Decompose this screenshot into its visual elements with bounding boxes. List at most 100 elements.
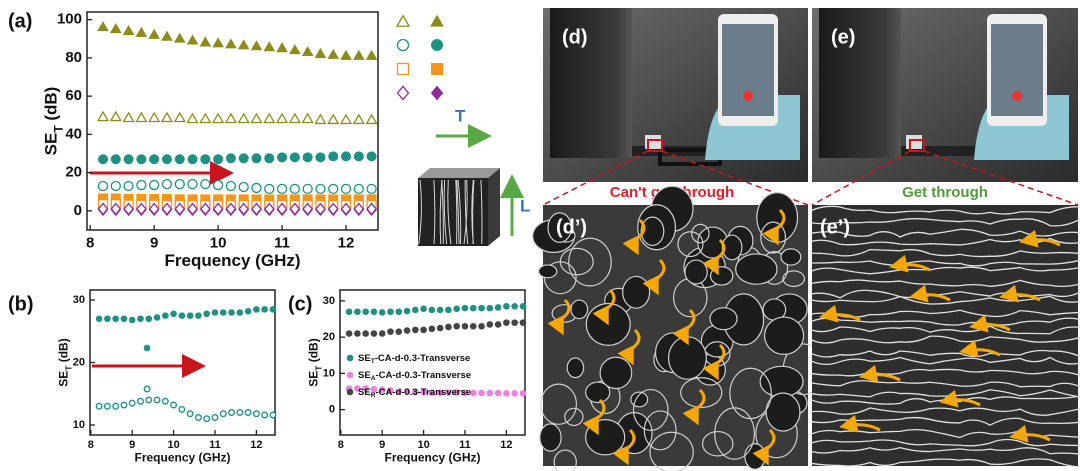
legend-label-part: -CA-d-0.3-Transverse [375, 353, 471, 364]
marker [251, 202, 262, 216]
marker [137, 397, 144, 405]
marker [461, 322, 469, 330]
marker [153, 396, 161, 404]
marker [203, 310, 211, 318]
marker [519, 319, 527, 326]
marker [288, 112, 301, 124]
marker [354, 385, 361, 392]
marker [110, 180, 121, 192]
panel-label: (d) [562, 26, 588, 48]
marker [186, 312, 194, 319]
marker [160, 111, 174, 123]
marker [264, 153, 275, 164]
marker [145, 315, 153, 323]
marker [211, 414, 219, 421]
marker [219, 309, 227, 316]
marker [412, 326, 419, 334]
marker [161, 397, 169, 405]
panel-label: (c) [288, 293, 312, 315]
marker [95, 402, 103, 410]
marker [128, 399, 136, 407]
marker [387, 328, 394, 335]
marker [236, 409, 244, 416]
marker [238, 153, 249, 164]
marker [120, 315, 128, 323]
marker [403, 307, 411, 315]
marker [238, 202, 250, 216]
marker [186, 410, 194, 418]
marker [453, 305, 461, 313]
marker [112, 402, 120, 410]
x-tick-label: 10 [167, 439, 179, 451]
marker [362, 385, 369, 392]
y-tick-label: 10 [323, 367, 335, 379]
photo-e: (e) [812, 8, 1078, 182]
marker [112, 315, 119, 323]
marker [469, 322, 477, 330]
marker [153, 314, 161, 321]
marker [354, 330, 361, 337]
marker [353, 151, 364, 162]
marker [396, 38, 410, 52]
marker [428, 389, 436, 396]
marker [109, 110, 122, 122]
marker [430, 14, 444, 27]
marker [436, 389, 444, 396]
marker [339, 113, 353, 125]
marker [212, 179, 224, 191]
x-tick-label: 12 [250, 439, 262, 451]
marker [148, 202, 160, 216]
marker [412, 306, 419, 314]
marker [149, 179, 160, 191]
legend-label: SER-CA-d-0.3-Transverse [358, 387, 471, 400]
marker [430, 85, 444, 101]
marker [445, 306, 452, 314]
marker [352, 113, 365, 125]
marker [486, 389, 494, 397]
marker [187, 154, 198, 165]
panel-label: (b) [8, 293, 34, 315]
marker [261, 411, 269, 419]
x-axis-label: Frequency (GHz) [134, 450, 230, 464]
cube-label: T [455, 106, 466, 125]
marker [143, 344, 151, 352]
marker [120, 401, 128, 409]
marker [420, 326, 427, 334]
marker [396, 85, 410, 101]
marker [403, 388, 411, 395]
marker [170, 401, 178, 409]
marker [378, 330, 386, 337]
marker [148, 28, 160, 39]
marker [250, 40, 263, 51]
caption: Get through [902, 184, 988, 201]
marker [327, 113, 340, 125]
y-axis-label-part: T [64, 365, 74, 371]
marker [253, 306, 260, 313]
marker [420, 305, 427, 313]
marker [128, 316, 136, 324]
marker [110, 202, 122, 216]
marker [187, 202, 198, 216]
y-tick-label: 60 [65, 87, 82, 104]
marker [174, 202, 186, 216]
marker [431, 63, 443, 75]
marker [199, 112, 212, 124]
marker [276, 202, 288, 216]
marker [96, 110, 110, 122]
marker [511, 390, 518, 397]
marker [187, 178, 198, 190]
marker [453, 389, 461, 396]
photo-d: (d) [543, 8, 808, 182]
marker [478, 389, 485, 397]
marker [195, 312, 202, 319]
marker [135, 111, 148, 123]
sem-e: (e’) [811, 205, 1080, 468]
marker [436, 324, 444, 332]
marker [503, 390, 510, 397]
marker [170, 310, 177, 318]
marker [403, 327, 411, 334]
marker [345, 330, 353, 337]
legend-label-part: SE [358, 370, 371, 381]
legend-label-part: R [371, 392, 376, 399]
